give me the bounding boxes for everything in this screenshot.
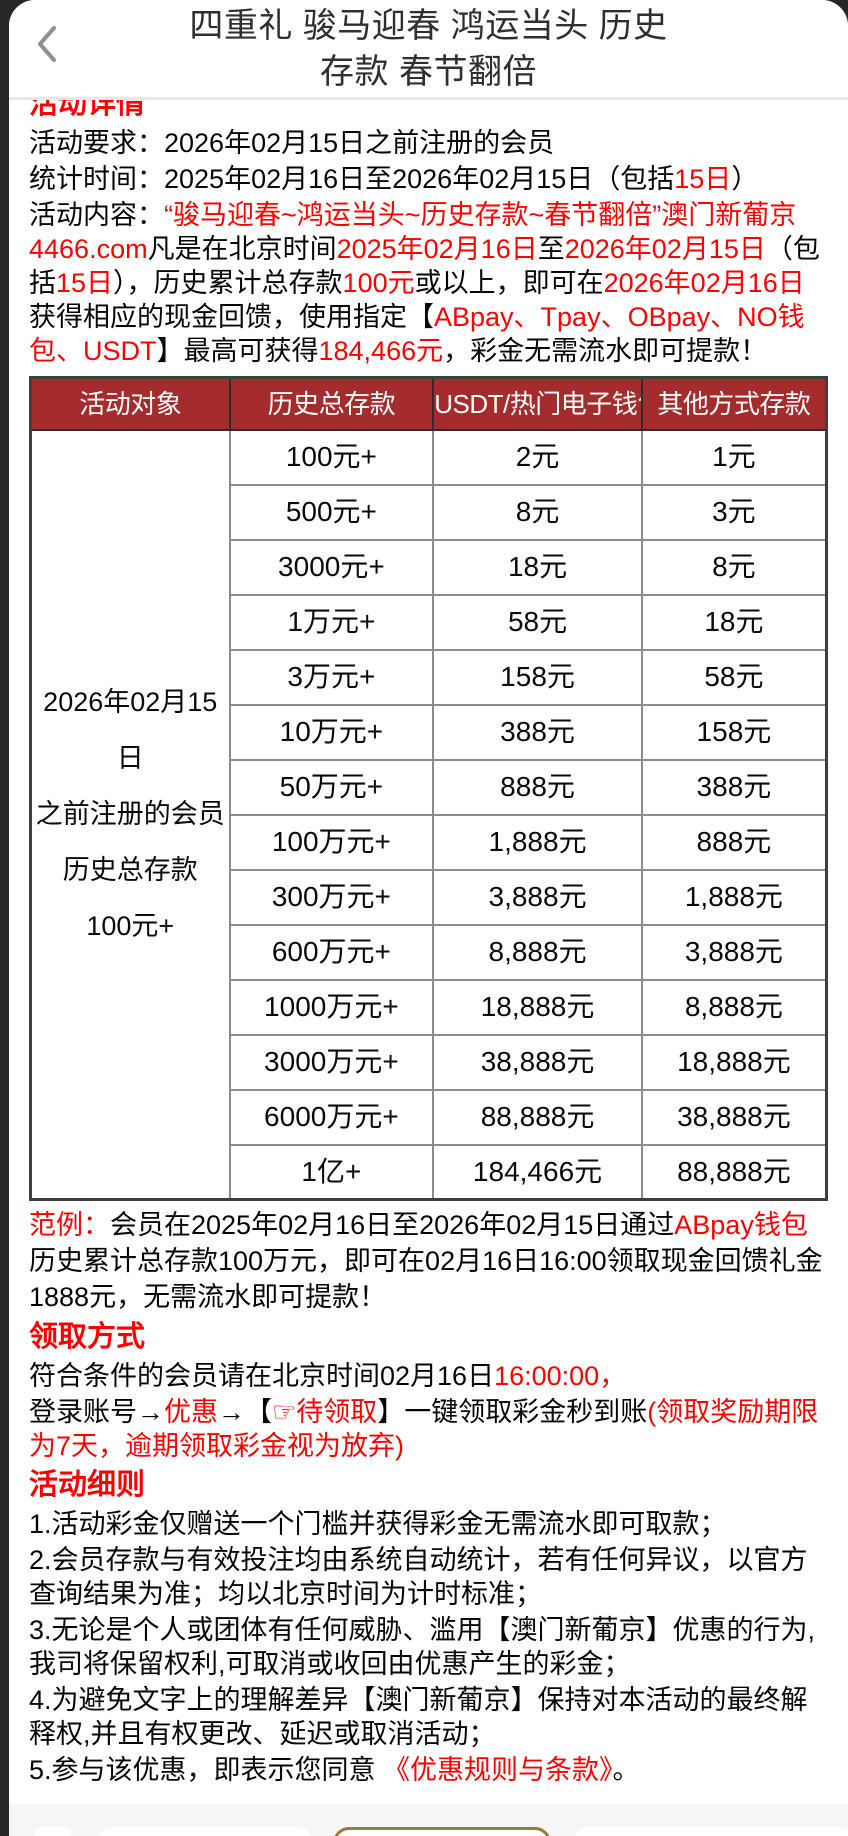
deposit-tier-row: 3000万元+ 38,888元 18,888元 <box>31 1033 828 1091</box>
activity-requirement-text: 活动要求：2026年02月15日之前注册的会员 <box>29 128 555 158</box>
tier-value-cell: 18,888元 <box>432 978 643 1036</box>
tier-value-cell: 1,888元 <box>432 813 643 871</box>
rule-item-1: 1.活动彩金仅赠送一个门槛并获得彩金无需流水即可取款； <box>29 1509 727 1539</box>
tier-value-cell: 1元 <box>640 428 828 486</box>
activity-target-cell: 2026年02月15日之前注册的会员 历史总存款 100元+ <box>29 428 231 1201</box>
tier-value-cell: 6000万元+ <box>228 1088 435 1146</box>
column-header-usdt-wallet: USDT/热门电子钱包 <box>432 376 643 431</box>
promo-content: 活动详情 活动要求：2026年02月15日之前注册的会员 统计时间：2025年0… <box>9 84 848 1787</box>
rule-item-2: 2.会员存款与有效投注均由系统自动统计，若有任何异议，以官方查询结果为准；均以北… <box>29 1545 808 1609</box>
deposit-tier-row: 2026年02月15日 之前注册的会员 历史总存款 100元+ 100元+ 2元 1元 <box>29 428 828 1201</box>
deposit-tier-row: 1000万元+ 18,888元 8,888元 <box>31 978 828 1036</box>
page-title-line1: 四重礼 骏马迎春 鸿运当头 历史 <box>189 7 668 45</box>
deposit-tier-row: 6000万元+ 88,888元 38,888元 <box>31 1088 828 1146</box>
claim-time-text: 符合条件的会员请在北京时间02月16日16:00:00， <box>29 1361 627 1391</box>
tier-value-cell: 100元+ <box>228 428 435 486</box>
deposit-tier-row: 1万元+ 58元 18元 <box>31 593 828 651</box>
deposit-tier-row: 1亿+ 184,466元 88,888元 <box>31 1143 828 1201</box>
page-title-line2: 存款 春节翻倍 <box>320 53 537 91</box>
deposit-tier-row: 100万元+ 1,888元 888元 <box>31 813 828 871</box>
activity-target-line: 历史总存款 <box>62 855 198 886</box>
tier-value-cell: 8,888元 <box>640 978 828 1036</box>
tier-value-cell: 300万元+ <box>228 868 435 926</box>
tier-value-cell: 1000万元+ <box>228 978 435 1036</box>
section-heading-rules: 活动细则 <box>29 1469 146 1501</box>
tier-value-cell: 58元 <box>640 648 828 706</box>
tier-value-cell: 1万元+ <box>228 593 435 651</box>
tier-value-cell: 100万元+ <box>228 813 435 871</box>
tier-value-cell: 58元 <box>432 593 643 651</box>
tier-value-cell: 158元 <box>432 648 643 706</box>
deposit-tier-row: 3000元+ 18元 8元 <box>31 538 828 596</box>
tier-value-cell: 888元 <box>640 813 828 871</box>
activity-target-line: 之前注册的会员 <box>35 799 225 830</box>
bottom-toolbar <box>9 1804 848 1836</box>
table-header-row: 活动对象 历史总存款 USDT/热门电子钱包 其他方式存款 <box>29 376 828 431</box>
deposit-tier-row: 600万元+ 8,888元 3,888元 <box>31 923 828 981</box>
tier-value-cell: 8,888元 <box>432 923 643 981</box>
deposit-tier-row: 10万元+ 388元 158元 <box>31 703 828 761</box>
tier-value-cell: 18,888元 <box>640 1033 828 1091</box>
deposit-tier-row: 3万元+ 158元 58元 <box>31 648 828 706</box>
promo-terms-link[interactable]: 《优惠规则与条款》 <box>383 1755 613 1785</box>
page-header: 四重礼 骏马迎春 鸿运当头 历史 存款 春节翻倍 <box>9 0 848 100</box>
tier-value-cell: 2元 <box>432 428 643 486</box>
tier-value-cell: 888元 <box>432 758 643 816</box>
tier-value-cell: 1亿+ <box>228 1143 435 1201</box>
back-button[interactable] <box>25 18 69 74</box>
tier-value-cell: 388元 <box>432 703 643 761</box>
tier-value-cell: 388元 <box>640 758 828 816</box>
column-header-total-deposit: 历史总存款 <box>228 376 435 431</box>
tier-value-cell: 500元+ <box>228 483 435 541</box>
tier-value-cell: 50万元+ <box>228 758 435 816</box>
tier-value-cell: 8元 <box>640 538 828 596</box>
tier-value-cell: 3万元+ <box>228 648 435 706</box>
deposit-tier-row: 300万元+ 3,888元 1,888元 <box>31 868 828 926</box>
footer-claim-button[interactable] <box>333 1827 551 1836</box>
tier-value-cell: 88,888元 <box>432 1088 643 1146</box>
column-header-other-deposit: 其他方式存款 <box>640 376 828 431</box>
activity-target-line: 2026年02月15日 <box>43 687 218 774</box>
footer-home-button[interactable] <box>35 1827 71 1836</box>
footer-button-2[interactable] <box>573 1827 848 1836</box>
tier-value-cell: 3000元+ <box>228 538 435 596</box>
tier-value-cell: 8元 <box>432 483 643 541</box>
tier-value-cell: 18元 <box>640 593 828 651</box>
deposit-tier-row: 50万元+ 888元 388元 <box>31 758 828 816</box>
tier-value-cell: 1,888元 <box>640 868 828 926</box>
tier-value-cell: 38,888元 <box>432 1033 643 1091</box>
rule-item-3: 3.无论是个人或团体有任何威胁、滥用【澳门新葡京】优惠的行为,我司将保留权利,可… <box>29 1615 816 1679</box>
tier-value-cell: 3,888元 <box>432 868 643 926</box>
section-heading-claim: 领取方式 <box>29 1321 146 1353</box>
tier-value-cell: 38,888元 <box>640 1088 828 1146</box>
tier-value-cell: 184,466元 <box>432 1143 643 1201</box>
deposit-reward-table: 活动对象 历史总存款 USDT/热门电子钱包 其他方式存款 2026年02月15… <box>29 376 828 1201</box>
tier-value-cell: 600万元+ <box>228 923 435 981</box>
activity-target-line: 100元+ <box>86 911 175 942</box>
tier-value-cell: 3元 <box>640 483 828 541</box>
page-title: 四重礼 骏马迎春 鸿运当头 历史 存款 春节翻倍 <box>9 0 848 95</box>
rule-item-5: 5.参与该优惠，即表示您同意 《优惠规则与条款》。 <box>29 1755 640 1785</box>
tier-value-cell: 3000万元+ <box>228 1033 435 1091</box>
tier-value-cell: 88,888元 <box>640 1143 828 1201</box>
activity-content-text: 活动内容：“骏马迎春~鸿运当头~历史存款~春节翻倍”澳门新葡京4466.com凡… <box>29 200 820 366</box>
deposit-tier-row: 500元+ 8元 3元 <box>31 483 828 541</box>
tier-value-cell: 10万元+ <box>228 703 435 761</box>
rule-item-4: 4.为避免文字上的理解差异【澳门新葡京】保持对本活动的最终解释权,并且有权更改、… <box>29 1685 808 1749</box>
footer-button-1[interactable] <box>97 1827 313 1836</box>
example-text: 范例：会员在2025年02月16日至2026年02月15日通过ABpay钱包历史… <box>29 1210 823 1312</box>
stat-time-text: 统计时间：2025年02月16日至2026年02月15日（包括15日） <box>29 164 759 194</box>
tier-value-cell: 3,888元 <box>640 923 828 981</box>
tier-value-cell: 158元 <box>640 703 828 761</box>
chevron-left-icon <box>35 22 59 71</box>
claim-path-text: 登录账号→优惠→【☞待领取】一键领取彩金秒到账(领取奖励期限为7天，逾期领取彩金… <box>29 1397 819 1461</box>
promo-detail-card: 四重礼 骏马迎春 鸿运当头 历史 存款 春节翻倍 活动详情 活动要求：2026年… <box>9 0 848 1836</box>
tier-value-cell: 18元 <box>432 538 643 596</box>
column-header-activity-target: 活动对象 <box>29 376 231 431</box>
